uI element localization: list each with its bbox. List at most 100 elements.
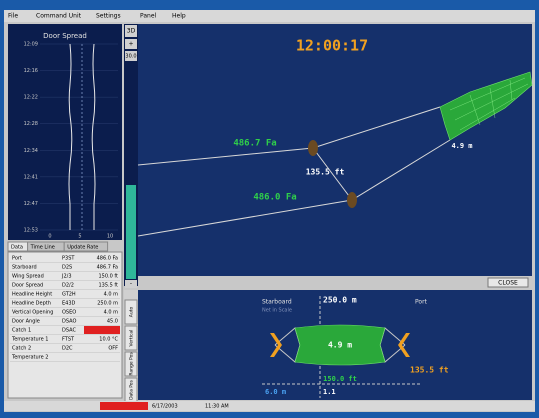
- net-3d: [439, 71, 533, 141]
- table-cell: Door Spread: [12, 283, 43, 289]
- time-label: 12:16: [24, 68, 38, 74]
- table-cell: 135.5 ft: [98, 283, 118, 289]
- scale-3d-button[interactable]: [125, 25, 137, 37]
- close-button[interactable]: [487, 277, 529, 288]
- clock: 12:00:17: [296, 37, 368, 55]
- table-cell: 4.0 m: [104, 292, 119, 298]
- net-mesh: [449, 77, 529, 131]
- tab[interactable]: [63, 241, 109, 252]
- table-cell: Wing Spread: [12, 274, 44, 280]
- scale-value-box: [125, 51, 137, 61]
- table-cell: Headline Height: [12, 292, 52, 298]
- side-tab[interactable]: [124, 299, 138, 325]
- tab-label[interactable]: Update Rate: [67, 245, 98, 251]
- table-cell: Vertical Opening: [12, 310, 53, 316]
- door-spread-trace: [91, 43, 96, 230]
- view-3d: [138, 24, 532, 276]
- toolbar: [138, 276, 532, 288]
- port-door: [347, 192, 357, 208]
- table-cell: 10.0 °C: [99, 337, 118, 343]
- door-line: [312, 147, 353, 201]
- table-cell: D2/2: [62, 283, 74, 289]
- table-cell: E43D: [62, 301, 76, 307]
- port-warp-label: 486.0 Fa: [253, 193, 296, 203]
- side-tab-label[interactable]: Auto: [129, 307, 135, 318]
- zoom-out[interactable]: -: [130, 281, 132, 288]
- side-tab-label[interactable]: Range Pos: [129, 352, 135, 376]
- table-cell: Catch 1: [12, 328, 31, 334]
- zoom-in[interactable]: +: [128, 41, 133, 48]
- depth-label: 250.0 m: [323, 296, 357, 305]
- zoom-in-button[interactable]: [125, 39, 137, 49]
- scale-value: 30.0: [125, 54, 136, 60]
- wing-spread-label: 150.0 ft: [323, 375, 357, 383]
- starboard-warp-label: 486.7 Fa: [233, 139, 276, 149]
- menu-item[interactable]: Command Unit: [36, 13, 82, 20]
- side-tab-label[interactable]: Vertical: [129, 330, 135, 347]
- alarm-cell: [84, 326, 120, 334]
- scale-bar: [126, 185, 136, 279]
- status-time: 11:30 AM: [205, 404, 229, 410]
- time-label: 12:34: [24, 148, 38, 154]
- table-cell: GT2H: [62, 292, 76, 298]
- table-cell: DSAC: [62, 328, 76, 334]
- table-cell: OSEO: [62, 310, 76, 316]
- close-label[interactable]: CLOSE: [498, 280, 518, 287]
- side-tab-label[interactable]: Data Pos: [129, 379, 135, 399]
- menu-item[interactable]: Settings: [96, 13, 121, 20]
- menu-item[interactable]: Help: [172, 13, 186, 20]
- table-cell: Starboard: [12, 265, 37, 271]
- table-cell: Headline Depth: [12, 301, 51, 307]
- x-label: 10: [107, 234, 113, 240]
- status-bar: [4, 401, 535, 411]
- table-cell: J2/3: [61, 274, 72, 280]
- menu-item[interactable]: Panel: [140, 13, 157, 20]
- side-tab[interactable]: [124, 351, 138, 377]
- port-door-marker: [398, 333, 410, 357]
- left-value: 6.0 m: [265, 388, 286, 396]
- table-cell: OFF: [108, 346, 118, 352]
- table-cell: Temperature 2: [11, 355, 48, 361]
- starboard-door: [308, 140, 318, 156]
- panel-title: Door Spread: [43, 32, 87, 40]
- table-cell: Port: [12, 256, 22, 262]
- table-cell: DSAO: [62, 319, 76, 325]
- time-label: 12:53: [24, 228, 38, 234]
- side-tab[interactable]: [124, 325, 138, 351]
- door-spread-panel: [8, 24, 122, 240]
- table-cell: 486.0 Fa: [97, 256, 118, 262]
- table-cell: Temperature 1: [11, 337, 48, 343]
- opening-label: 4.9 m: [451, 142, 472, 150]
- table-cell: 150.0 ft: [98, 274, 118, 280]
- tab-label[interactable]: Data: [11, 245, 23, 251]
- starboard-label: Starboard: [262, 299, 292, 306]
- table-cell: D2C: [62, 346, 73, 352]
- alarm-indicator: [100, 402, 148, 410]
- table-cell: 45.0: [107, 319, 118, 325]
- center-value: 1.1: [323, 388, 336, 396]
- time-label: 12:28: [24, 121, 38, 127]
- time-label: 12:09: [24, 42, 38, 48]
- menu-bar: [4, 10, 535, 22]
- x-label: 5: [78, 234, 81, 240]
- table-cell: Door Angle: [12, 319, 40, 325]
- time-label: 12:41: [24, 174, 38, 180]
- door-spread-top-label: 135.5 ft: [410, 366, 449, 375]
- table-cell: D2S: [62, 265, 72, 271]
- data-table: [7, 251, 123, 399]
- time-label: 12:47: [24, 201, 38, 207]
- scale-3d[interactable]: 3D: [127, 28, 136, 35]
- status-date: 6/17/2003: [152, 404, 178, 410]
- x-label: 0: [48, 234, 51, 240]
- zoom-out-button[interactable]: [125, 280, 137, 288]
- scale-note: Net in Scale: [262, 308, 292, 314]
- table-cell: 4.0 m: [104, 310, 119, 316]
- table-cell: P3ST: [62, 256, 75, 262]
- opening-top-label: 4.9 m: [328, 341, 352, 350]
- table-cell: 486.7 Fa: [97, 265, 118, 271]
- door-spread-trace: [68, 43, 73, 230]
- table-cell: FTST: [62, 337, 75, 343]
- menu-item[interactable]: File: [8, 13, 18, 20]
- tab-label[interactable]: Time Line: [30, 245, 55, 251]
